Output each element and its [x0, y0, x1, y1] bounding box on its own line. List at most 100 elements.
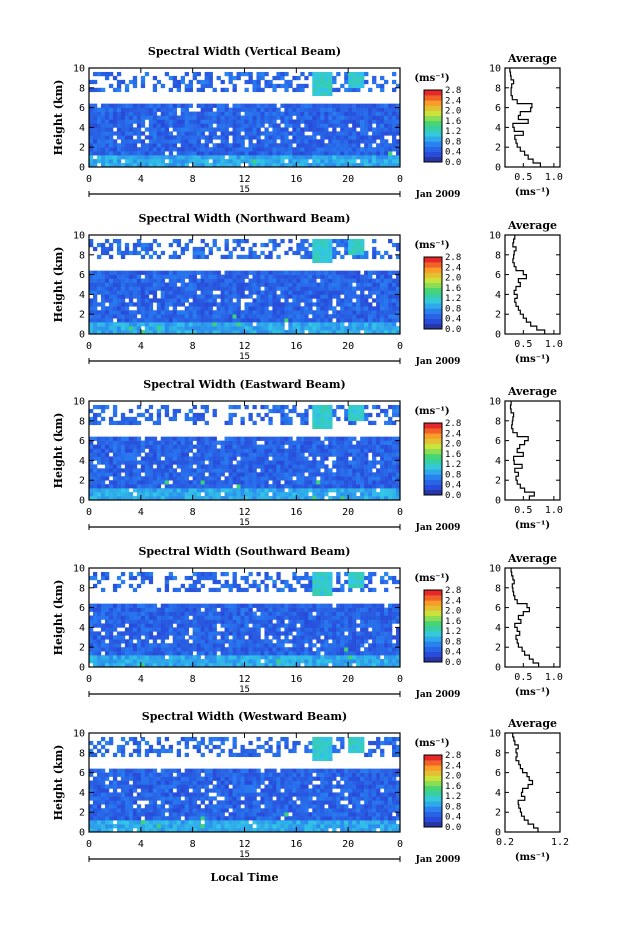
heatmap-cell	[188, 436, 193, 441]
heatmap-cell	[96, 278, 102, 283]
heatmap-cell	[220, 456, 225, 461]
heatmap-cell	[348, 147, 353, 152]
heatmap-cell	[140, 131, 146, 136]
heatmap-cell	[300, 290, 305, 295]
heatmap-cell	[356, 416, 361, 422]
heatmap-cell	[128, 635, 134, 640]
heatmap-cell	[188, 282, 193, 287]
heatmap-cell	[252, 159, 257, 164]
heatmap-cell	[292, 488, 297, 493]
heatmap-cell	[272, 131, 277, 136]
heatmap-cell	[144, 151, 150, 156]
heatmap-cell	[140, 115, 146, 120]
heatmap-cell	[356, 238, 361, 244]
heatmap-cell	[224, 496, 229, 501]
heatmap-cell	[356, 322, 361, 327]
heatmap-cell	[104, 456, 110, 461]
chart-panel-3: Spectral Width (Eastward Beam)Height (km…	[52, 378, 563, 533]
heatmap-cell	[344, 298, 349, 303]
heatmap-cell	[108, 322, 114, 327]
heatmap-cell	[332, 103, 337, 108]
heatmap-cell	[180, 472, 185, 477]
heatmap-cell	[240, 278, 245, 283]
heatmap-cell	[376, 294, 381, 299]
heatmap-cell	[364, 322, 369, 327]
heatmap-cell	[256, 159, 261, 164]
heatmap-cell	[252, 314, 257, 319]
heatmap-cell	[160, 603, 166, 608]
heatmap-cell	[340, 468, 345, 473]
heatmap-cell	[320, 87, 325, 93]
heatmap-cell	[200, 119, 205, 124]
heatmap-cell	[364, 314, 369, 319]
heatmap-cell	[324, 238, 329, 244]
heatmap-cell	[328, 496, 333, 501]
heatmap-cell	[344, 476, 349, 481]
heatmap-cell	[376, 250, 381, 256]
heatmap-cell	[196, 270, 201, 275]
heatmap-cell	[180, 603, 185, 608]
heatmap-cell	[148, 143, 154, 148]
heatmap-cell	[192, 278, 197, 283]
heatmap-cell	[148, 492, 154, 497]
heatmap-cell	[296, 119, 301, 124]
heatmap-cell	[200, 155, 205, 160]
y-tick-label: 2	[79, 310, 85, 321]
heatmap-cell	[328, 436, 333, 441]
heatmap-cell	[144, 663, 150, 668]
heatmap-cell	[332, 111, 337, 116]
heatmap-cell	[236, 119, 241, 124]
heatmap-cell	[89, 127, 94, 132]
heatmap-cell	[376, 460, 381, 465]
heatmap-cell	[312, 408, 317, 414]
heatmap-cell	[124, 631, 130, 636]
heatmap-cell	[316, 290, 321, 295]
heatmap-cell	[236, 492, 241, 497]
heatmap-cell	[364, 480, 369, 485]
heatmap-cell	[264, 131, 269, 136]
heatmap-cell	[324, 79, 329, 85]
heatmap-cell	[252, 472, 257, 477]
heatmap-cell	[396, 302, 401, 307]
heatmap-cell	[352, 314, 357, 319]
heatmap-cell	[388, 143, 393, 148]
heatmap-cell	[280, 274, 285, 279]
heatmap-cell	[160, 659, 166, 664]
heatmap-cell	[96, 619, 102, 624]
heatmap-cell	[116, 330, 122, 335]
heatmap-cell	[356, 472, 361, 477]
heatmap-cells	[89, 571, 401, 668]
heatmap-cell	[360, 468, 365, 473]
heatmap-cell	[392, 404, 397, 410]
heatmap-cell	[320, 75, 325, 81]
heatmap-cell	[388, 107, 393, 112]
heatmap-cell	[188, 139, 193, 144]
heatmap-cell	[268, 488, 273, 493]
heatmap-cell	[168, 115, 174, 120]
heatmap-cell	[304, 151, 309, 156]
heatmap-cell	[120, 619, 126, 624]
heatmap-cell	[124, 448, 130, 453]
heatmap-cell	[184, 270, 189, 275]
date-label: Jan 2009	[415, 190, 461, 200]
heatmap-cell	[212, 436, 217, 441]
heatmap-cell	[308, 452, 313, 457]
colorbar-tick-label: 0.8	[445, 470, 461, 480]
heatmap-cell	[112, 123, 118, 128]
heatmap-cell	[228, 464, 233, 469]
heatmap-cell	[384, 274, 389, 279]
heatmap-cell	[268, 460, 273, 465]
heatmap-cell	[120, 163, 126, 168]
heatmap-cell	[204, 318, 209, 323]
heatmap-cell	[236, 159, 241, 164]
heatmap-cell	[344, 480, 349, 485]
heatmap-cell	[296, 87, 301, 93]
heatmap-cell	[260, 468, 265, 473]
heatmap-cell	[232, 476, 237, 481]
heatmap-cell	[128, 111, 134, 116]
colorbar-swatch	[424, 308, 442, 314]
heatmap-cell	[212, 480, 217, 485]
heatmap-cell	[300, 306, 305, 311]
heatmap-cell	[128, 290, 134, 295]
heatmap-cell	[112, 587, 118, 593]
